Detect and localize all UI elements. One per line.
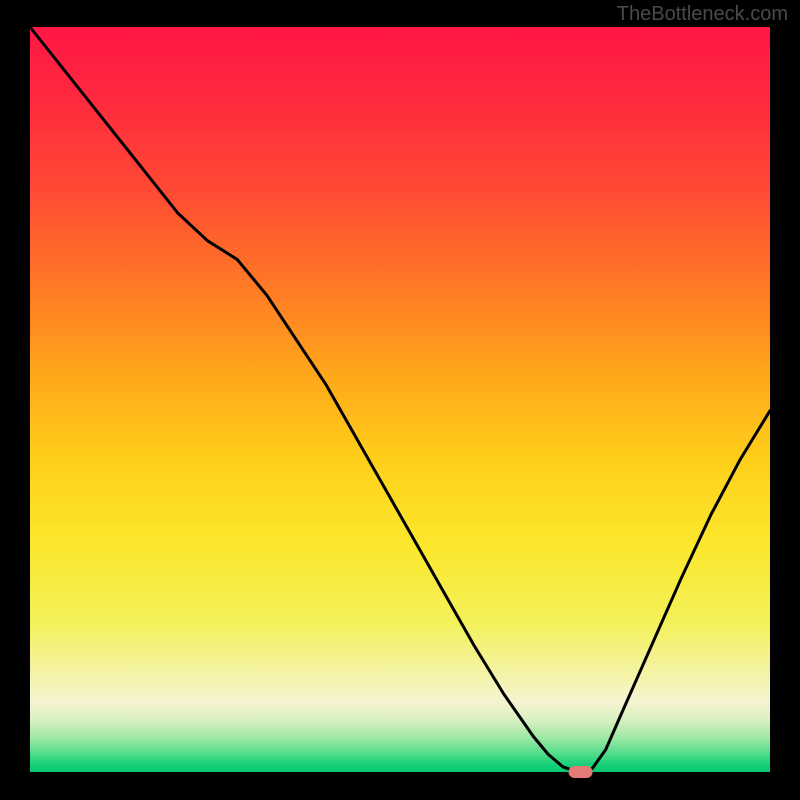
optimal-marker <box>569 766 593 778</box>
watermark: TheBottleneck.com <box>617 3 788 25</box>
plot-background <box>30 27 770 772</box>
bottleneck-chart: TheBottleneck.com <box>0 0 800 800</box>
